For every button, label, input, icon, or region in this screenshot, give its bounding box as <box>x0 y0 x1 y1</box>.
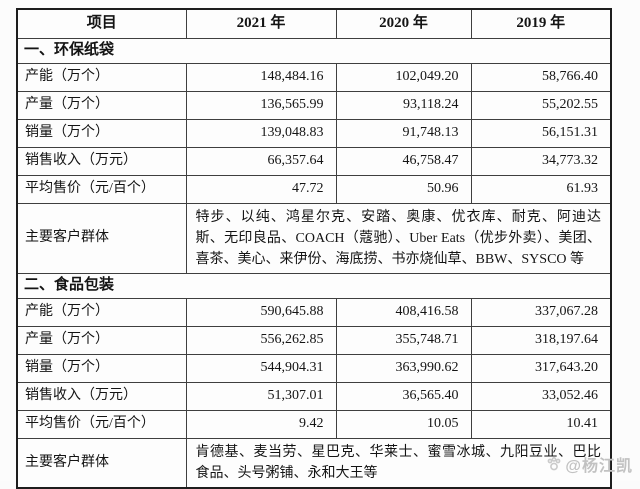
customers-label: 主要客户群体 <box>16 202 187 274</box>
cell-2019: 58,766.40 <box>470 62 612 92</box>
customers-list: 特步、以纯、鸿星尔克、安踏、奥康、优衣库、耐克、阿迪达斯、无印良品、COACH（… <box>185 202 612 274</box>
cell-2021: 139,048.83 <box>185 118 337 148</box>
cell-2020: 102,049.20 <box>335 62 472 92</box>
table-row: 产能（万个） 148,484.16 102,049.20 58,766.40 <box>16 62 612 92</box>
table-row: 产量（万个） 556,262.85 355,748.71 318,197.64 <box>16 325 612 355</box>
cell-2019: 337,067.28 <box>470 297 612 327</box>
table-row: 销售收入（万元） 66,357.64 46,758.47 34,773.32 <box>16 146 612 176</box>
table-row: 产量（万个） 136,565.99 93,118.24 55,202.55 <box>16 90 612 120</box>
cell-2020: 36,565.40 <box>335 381 472 411</box>
cell-2020: 10.05 <box>335 409 472 439</box>
header-2019: 2019 年 <box>470 8 612 39</box>
cell-2019: 56,151.31 <box>470 118 612 148</box>
customers-row-food-packaging: 主要客户群体 肯德基、麦当劳、星巴克、华莱士、蜜雪冰城、九阳豆业、巴比食品、头号… <box>16 437 612 488</box>
watermark-text: @杨江凯 <box>565 458 633 475</box>
section-row-food-packaging: 二、食品包装 <box>16 272 612 299</box>
row-label: 销售收入（万元） <box>16 146 187 176</box>
table-row: 销售收入（万元） 51,307.01 36,565.40 33,052.46 <box>16 381 612 411</box>
table-header-row: 项目 2021 年 2020 年 2019 年 <box>16 8 612 39</box>
cell-2019: 317,643.20 <box>470 353 612 383</box>
section-title: 一、环保纸袋 <box>16 37 612 64</box>
section-title: 二、食品包装 <box>16 272 612 299</box>
header-2021: 2021 年 <box>185 8 337 39</box>
cell-2021: 544,904.31 <box>185 353 337 383</box>
row-label: 产量（万个） <box>16 325 187 355</box>
table-row: 平均售价（元/百个） 47.72 50.96 61.93 <box>16 174 612 204</box>
cell-2019: 55,202.55 <box>470 90 612 120</box>
customers-list: 肯德基、麦当劳、星巴克、华莱士、蜜雪冰城、九阳豆业、巴比食品、头号粥铺、永和大王… <box>185 437 612 488</box>
cell-2020: 46,758.47 <box>335 146 472 176</box>
financial-table: 项目 2021 年 2020 年 2019 年 一、环保纸袋 产能（万个） 14… <box>16 8 612 489</box>
cell-2021: 148,484.16 <box>185 62 337 92</box>
customers-row-paper-bags: 主要客户群体 特步、以纯、鸿星尔克、安踏、奥康、优衣库、耐克、阿迪达斯、无印良品… <box>16 202 612 274</box>
cell-2019: 34,773.32 <box>470 146 612 176</box>
table-row: 平均售价（元/百个） 9.42 10.05 10.41 <box>16 409 612 439</box>
cell-2020: 363,990.62 <box>335 353 472 383</box>
paw-icon <box>546 456 562 472</box>
header-2020: 2020 年 <box>335 8 472 39</box>
row-label: 产能（万个） <box>16 62 187 92</box>
header-item: 项目 <box>16 8 187 39</box>
section-row-paper-bags: 一、环保纸袋 <box>16 37 612 64</box>
row-label: 销售收入（万元） <box>16 381 187 411</box>
watermark: @杨江凯 <box>546 452 633 476</box>
row-label: 销量（万个） <box>16 118 187 148</box>
row-label: 销量（万个） <box>16 353 187 383</box>
row-label: 平均售价（元/百个） <box>16 409 187 439</box>
customers-label: 主要客户群体 <box>16 437 187 488</box>
table-row: 销量（万个） 139,048.83 91,748.13 56,151.31 <box>16 118 612 148</box>
cell-2021: 136,565.99 <box>185 90 337 120</box>
cell-2020: 408,416.58 <box>335 297 472 327</box>
cell-2021: 66,357.64 <box>185 146 337 176</box>
row-label: 平均售价（元/百个） <box>16 174 187 204</box>
table-row: 产能（万个） 590,645.88 408,416.58 337,067.28 <box>16 297 612 327</box>
cell-2019: 61.93 <box>470 174 612 204</box>
cell-2021: 47.72 <box>185 174 337 204</box>
cell-2021: 590,645.88 <box>185 297 337 327</box>
cell-2020: 93,118.24 <box>335 90 472 120</box>
cell-2021: 51,307.01 <box>185 381 337 411</box>
table-row: 销量（万个） 544,904.31 363,990.62 317,643.20 <box>16 353 612 383</box>
cell-2019: 318,197.64 <box>470 325 612 355</box>
cell-2019: 33,052.46 <box>470 381 612 411</box>
cell-2020: 355,748.71 <box>335 325 472 355</box>
cell-2019: 10.41 <box>470 409 612 439</box>
row-label: 产能（万个） <box>16 297 187 327</box>
cell-2021: 556,262.85 <box>185 325 337 355</box>
row-label: 产量（万个） <box>16 90 187 120</box>
cell-2020: 50.96 <box>335 174 472 204</box>
cell-2021: 9.42 <box>185 409 337 439</box>
cell-2020: 91,748.13 <box>335 118 472 148</box>
